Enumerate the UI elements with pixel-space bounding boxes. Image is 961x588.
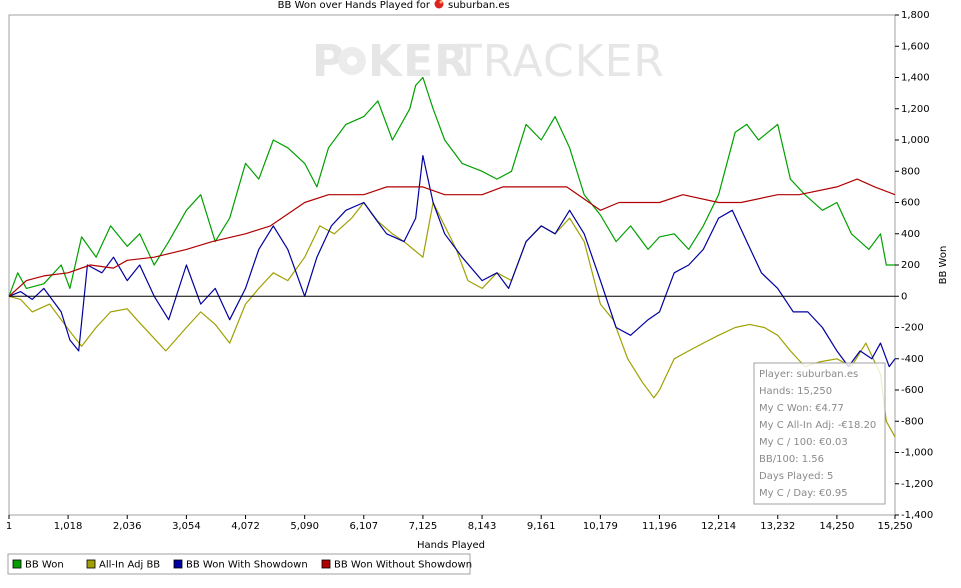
spade-icon [338, 47, 366, 75]
y-tick-label: 1,600 [901, 41, 930, 52]
info-line: My C All-In Adj: -€18.20 [759, 420, 876, 431]
legend-swatch [86, 559, 96, 569]
y-tick-label: -200 [901, 323, 924, 334]
series-layer [8, 76, 896, 438]
info-line: BB/100: 1.56 [759, 454, 824, 465]
watermark: P KER TRACKER [312, 36, 665, 87]
series-line-bb-won [8, 76, 895, 297]
x-tick-label: 4,072 [231, 521, 260, 532]
legend-label: BB Won [25, 560, 64, 571]
y-tick-label: -800 [901, 416, 924, 427]
x-tick-label: 10,179 [583, 521, 618, 532]
y-tick-label: 0 [901, 291, 907, 302]
x-tick-label: 2,036 [113, 521, 142, 532]
info-line: My C / 100: €0.03 [759, 437, 848, 448]
watermark-part2: KER [368, 36, 469, 87]
y-tick-label: -400 [901, 354, 924, 365]
series-line-bb-won-without-showdown [8, 178, 896, 297]
x-tick-label: 1 [6, 521, 12, 532]
x-tick-label: 15,250 [878, 521, 913, 532]
info-box: Player: suburban.es Hands: 15,250 My C Won… [753, 362, 886, 505]
legend-label: BB Won Without Showdown [334, 560, 472, 571]
y-tick-label: -1,200 [901, 479, 933, 490]
x-tick-label: 7,125 [409, 521, 438, 532]
y-tick-label: -1,000 [901, 448, 933, 459]
x-tick-label: 11,196 [642, 521, 677, 532]
player-name: suburban.es [448, 0, 510, 11]
y-tick-label: 1,400 [901, 73, 930, 84]
series-line-bb-won-with-showdown [8, 155, 896, 368]
x-tick-label: 13,232 [760, 521, 795, 532]
watermark-part3: TRACKER [454, 36, 665, 87]
axes: 1 1,018 2,036 3,054 4,072 5,090 6,107 7,125 8,14… [6, 10, 933, 532]
info-line: My C Won: €4.77 [759, 403, 844, 414]
info-line: Hands: 15,250 [759, 386, 832, 397]
y-tick-label: 1,800 [901, 10, 930, 21]
x-axis-label: Hands Played [417, 540, 485, 551]
legend: BB Won All-In Adj BB BB Won With Showdown B… [7, 553, 472, 575]
y-tick-label: 800 [901, 166, 920, 177]
x-tick-label: 12,214 [701, 521, 736, 532]
legend-swatch [321, 559, 331, 569]
player-logo-icon-dot [439, 0, 443, 4]
y-tick-label: 1,000 [901, 135, 930, 146]
info-line: Player: suburban.es [759, 369, 858, 380]
x-tick-label: 3,054 [172, 521, 201, 532]
y-tick-label: 600 [901, 198, 920, 209]
y-tick-label: 400 [901, 229, 920, 240]
x-tick-label: 5,090 [290, 521, 319, 532]
y-tick-label: 200 [901, 260, 920, 271]
legend-swatch [173, 559, 183, 569]
legend-label: BB Won With Showdown [186, 560, 308, 571]
legend-swatch [12, 559, 22, 569]
y-tick-label: 1,200 [901, 104, 930, 115]
chart-title: BB Won over Hands Played for [278, 0, 431, 11]
info-line: Days Played: 5 [759, 471, 833, 482]
y-tick-label: -1,400 [901, 510, 933, 521]
x-tick-label: 9,161 [527, 521, 556, 532]
x-tick-label: 8,143 [468, 521, 497, 532]
x-tick-label: 6,107 [349, 521, 378, 532]
info-line: My C / Day: €0.95 [759, 488, 848, 499]
x-tick-label: 14,250 [819, 521, 854, 532]
y-axis-label: BB Won [938, 246, 949, 285]
x-tick-label: 1,018 [54, 521, 83, 532]
y-tick-label: -600 [901, 385, 924, 396]
legend-label: All-In Adj BB [99, 560, 160, 571]
